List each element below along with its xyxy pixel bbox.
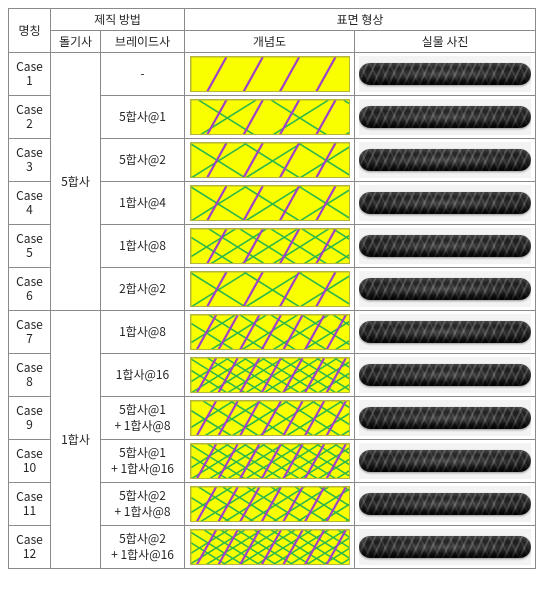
diagram-cell	[185, 268, 355, 311]
sample-photo	[359, 529, 531, 565]
photo-cell	[355, 96, 536, 139]
concept-diagram	[190, 228, 350, 264]
photo-cell	[355, 311, 536, 354]
hdr-dolgi: 돌기사	[51, 31, 101, 53]
case-label: Case 4	[9, 182, 51, 225]
concept-diagram	[190, 185, 350, 221]
concept-diagram	[190, 486, 350, 522]
sample-photo	[359, 142, 531, 178]
braid-spec: 1합사@8	[101, 311, 185, 354]
case-label: Case 5	[9, 225, 51, 268]
table-row: Case 15합사-	[9, 53, 536, 96]
case-label: Case 2	[9, 96, 51, 139]
hdr-braid: 브레이드사	[101, 31, 185, 53]
diagram-cell	[185, 354, 355, 397]
photo-cell	[355, 526, 536, 569]
case-label: Case 1	[9, 53, 51, 96]
dolgi-label: 5합사	[51, 53, 101, 311]
rope-sample	[359, 407, 531, 429]
braid-spec: 5합사@2 + 1합사@8	[101, 483, 185, 526]
braid-spec: 5합사@2 + 1합사@16	[101, 526, 185, 569]
concept-diagram	[190, 443, 350, 479]
photo-cell	[355, 225, 536, 268]
photo-cell	[355, 483, 536, 526]
diagram-cell	[185, 182, 355, 225]
photo-cell	[355, 268, 536, 311]
diagram-cell	[185, 96, 355, 139]
braid-spec: 5합사@1 + 1합사@16	[101, 440, 185, 483]
diagram-cell	[185, 397, 355, 440]
braid-spec: 1합사@4	[101, 182, 185, 225]
rope-sample	[359, 106, 531, 128]
diagram-cell	[185, 53, 355, 96]
concept-diagram	[190, 400, 350, 436]
hdr-diagram: 개념도	[185, 31, 355, 53]
hdr-photo: 실물 사진	[355, 31, 536, 53]
diagram-cell	[185, 225, 355, 268]
sample-photo	[359, 357, 531, 393]
table-row: Case 71합사1합사@8	[9, 311, 536, 354]
case-label: Case 12	[9, 526, 51, 569]
hdr-method-group: 제직 방법	[51, 9, 185, 31]
hdr-surface-group: 표면 형상	[185, 9, 536, 31]
rope-sample	[359, 192, 531, 214]
rope-sample	[359, 536, 531, 558]
concept-diagram	[190, 142, 350, 178]
case-label: Case 9	[9, 397, 51, 440]
braid-spec: 5합사@1 + 1합사@8	[101, 397, 185, 440]
braid-spec: 1합사@16	[101, 354, 185, 397]
case-label: Case 11	[9, 483, 51, 526]
sample-photo	[359, 99, 531, 135]
sample-photo	[359, 443, 531, 479]
diagram-cell	[185, 440, 355, 483]
rope-sample	[359, 321, 531, 343]
case-label: Case 7	[9, 311, 51, 354]
rope-sample	[359, 278, 531, 300]
concept-diagram	[190, 357, 350, 393]
photo-cell	[355, 182, 536, 225]
case-label: Case 8	[9, 354, 51, 397]
case-label: Case 3	[9, 139, 51, 182]
diagram-cell	[185, 139, 355, 182]
photo-cell	[355, 354, 536, 397]
rope-sample	[359, 493, 531, 515]
diagram-cell	[185, 483, 355, 526]
hdr-name: 명칭	[9, 9, 51, 53]
rope-sample	[359, 450, 531, 472]
sample-photo	[359, 228, 531, 264]
sample-photo	[359, 400, 531, 436]
sample-photo	[359, 56, 531, 92]
photo-cell	[355, 53, 536, 96]
concept-diagram	[190, 56, 350, 92]
sample-photo	[359, 486, 531, 522]
rope-sample	[359, 149, 531, 171]
dolgi-label: 1합사	[51, 311, 101, 569]
concept-diagram	[190, 99, 350, 135]
case-label: Case 6	[9, 268, 51, 311]
rope-sample	[359, 63, 531, 85]
spec-table: 명칭 제직 방법 표면 형상 돌기사 브레이드사 개념도 실물 사진 Case …	[8, 8, 536, 569]
rope-sample	[359, 235, 531, 257]
concept-diagram	[190, 529, 350, 565]
sample-photo	[359, 185, 531, 221]
braid-spec: 1합사@8	[101, 225, 185, 268]
braid-spec: 5합사@1	[101, 96, 185, 139]
case-label: Case 10	[9, 440, 51, 483]
concept-diagram	[190, 271, 350, 307]
rope-sample	[359, 364, 531, 386]
diagram-cell	[185, 526, 355, 569]
photo-cell	[355, 397, 536, 440]
photo-cell	[355, 440, 536, 483]
braid-spec: -	[101, 53, 185, 96]
photo-cell	[355, 139, 536, 182]
diagram-cell	[185, 311, 355, 354]
concept-diagram	[190, 314, 350, 350]
braid-spec: 5합사@2	[101, 139, 185, 182]
braid-spec: 2합사@2	[101, 268, 185, 311]
sample-photo	[359, 314, 531, 350]
sample-photo	[359, 271, 531, 307]
